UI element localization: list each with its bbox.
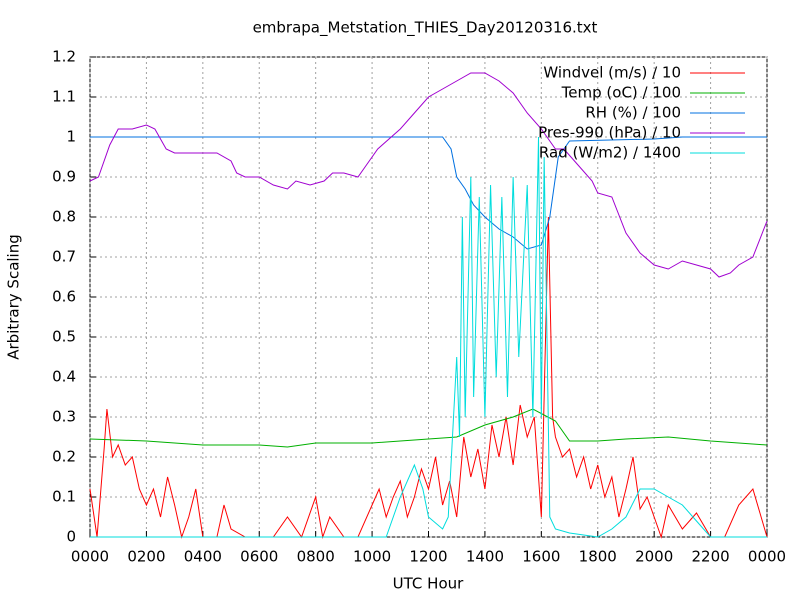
series-line: [90, 136, 767, 250]
series-line: [89, 72, 768, 278]
y-tick-label: 0.6: [52, 288, 76, 306]
x-tick-label: 1200: [409, 548, 447, 566]
legend-label: Temp (oC) / 100: [561, 84, 681, 102]
x-tick-label: 1000: [353, 548, 391, 566]
x-tick-label: 2200: [691, 548, 729, 566]
series-line: [89, 216, 768, 539]
y-tick-label: 1.2: [52, 48, 76, 66]
y-tick-label: 0.4: [52, 368, 76, 386]
x-tick-label: 0000: [71, 548, 109, 566]
y-tick-label: 0.8: [52, 208, 76, 226]
series-line: [90, 136, 767, 538]
legend-label: RH (%) / 100: [585, 104, 681, 122]
legend-label: Windvel (m/s) / 10: [543, 64, 681, 82]
y-tick-label: 0.9: [52, 168, 76, 186]
x-tick-label: 0400: [184, 548, 222, 566]
y-tick-label: 0.5: [52, 328, 76, 346]
y-tick-label: 0.2: [52, 448, 76, 466]
x-tick-label: 0000: [748, 548, 786, 566]
legend-label: Pres-990 (hPa) / 10: [538, 124, 681, 142]
y-tick-label: 1: [66, 128, 76, 146]
y-axis-label: Arbitrary Scaling: [5, 234, 23, 360]
x-tick-label: 2000: [635, 548, 673, 566]
x-tick-label: 0800: [297, 548, 335, 566]
y-tick-label: 0.7: [52, 248, 76, 266]
y-tick-label: 0.1: [52, 488, 76, 506]
x-tick-label: 0200: [127, 548, 165, 566]
x-tick-label: 1600: [522, 548, 560, 566]
x-axis-label: UTC Hour: [393, 575, 464, 593]
y-tick-label: 0: [66, 528, 76, 546]
legend-label: Rad (W/m2) / 1400: [539, 144, 681, 162]
series-line: [89, 408, 768, 448]
x-tick-label: 1800: [579, 548, 617, 566]
y-tick-label: 0.3: [52, 408, 76, 426]
chart-title: embrapa_Metstation_THIES_Day20120316.txt: [253, 19, 598, 38]
x-tick-label: 0600: [240, 548, 278, 566]
x-tick-label: 1400: [466, 548, 504, 566]
y-tick-label: 1.1: [52, 88, 76, 106]
